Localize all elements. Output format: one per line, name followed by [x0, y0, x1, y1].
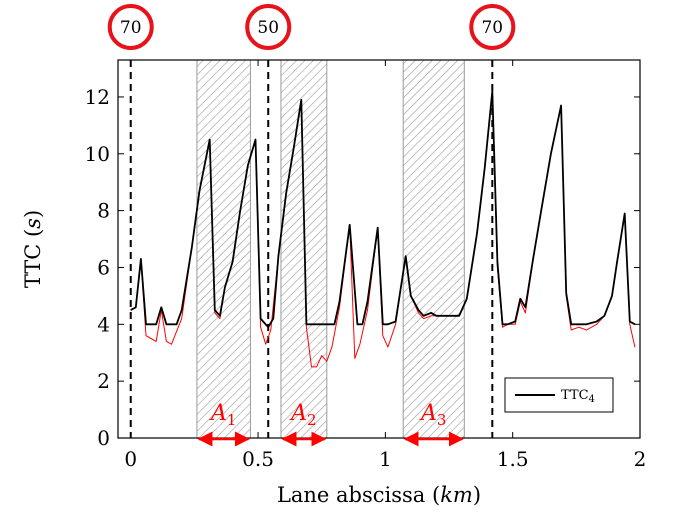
speed-limit-sign-3: 70: [469, 4, 516, 50]
y-tick-label-6: 12: [85, 85, 110, 109]
speed-sign-value: 70: [120, 18, 142, 38]
y-axis-label: TTC (s): [21, 210, 45, 288]
speed-limit-change-lines: [129, 60, 494, 438]
y-tick-label-4: 8: [97, 199, 110, 223]
hatched-zone-3: [402, 59, 465, 439]
speed-limit-sign-1: 70: [107, 4, 154, 50]
series-line-ttc4: [130, 90, 636, 329]
x-tick-label-1: 0.5: [242, 447, 274, 471]
speed-sign-value: 50: [257, 18, 279, 38]
speed-limit-signs: 70 50 70: [107, 4, 516, 50]
speed-limit-sign-2: 50: [245, 4, 292, 50]
speed-sign-ring: [107, 4, 154, 50]
zone-label-subscript: 3: [437, 411, 447, 429]
plot-frame: [117, 59, 641, 439]
speed-sign-value: 70: [481, 18, 503, 38]
x-tick-label-0: 0: [124, 447, 137, 471]
legend: TTC4: [504, 377, 614, 413]
x-tick-label-2: 1: [379, 447, 392, 471]
y-tick-label-2: 4: [97, 312, 110, 336]
hatched-zones-layer: [196, 59, 465, 439]
plot-area-border: [117, 59, 641, 439]
zone-label-subscript: 2: [307, 411, 317, 429]
y-tick-label-1: 2: [97, 369, 110, 393]
hatched-zone-1: [196, 59, 251, 439]
x-tick-label-3: 1.5: [497, 447, 529, 471]
zone-label-subscript: 1: [227, 411, 237, 429]
speed-sign-ring: [469, 4, 516, 50]
series-layer: [130, 90, 636, 368]
y-tick-label-3: 6: [97, 255, 110, 279]
speed-sign-ring: [245, 4, 292, 50]
y-tick-label-0: 0: [97, 426, 110, 450]
legend-label: TTC4: [561, 388, 595, 405]
legend-label-subscript: 4: [589, 394, 595, 405]
legend-box: [504, 377, 614, 413]
y-tick-label-5: 10: [85, 142, 110, 166]
x-tick-label-4: 2: [634, 447, 647, 471]
x-axis-label: Lane abscissa (km): [277, 483, 481, 507]
